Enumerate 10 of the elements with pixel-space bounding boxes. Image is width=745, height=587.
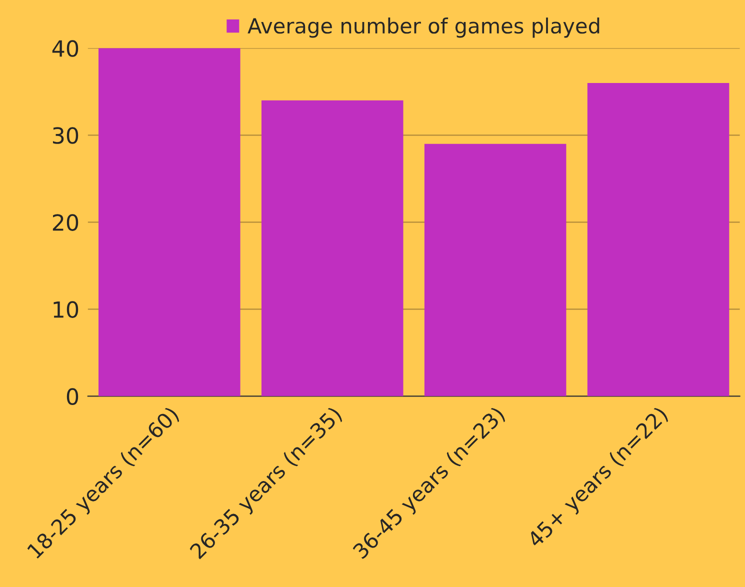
bar [98,48,240,396]
y-tick-label: 10 [54,301,78,318]
y-tick-label: 0 [66,388,78,405]
y-tick-label: 30 [52,127,78,144]
bar [587,82,730,396]
bar [424,144,566,396]
bar [261,100,404,396]
y-tick-label: 20 [52,214,78,231]
legend-label: Average number of games played [248,18,600,38]
y-tick-label: 40 [52,40,78,57]
